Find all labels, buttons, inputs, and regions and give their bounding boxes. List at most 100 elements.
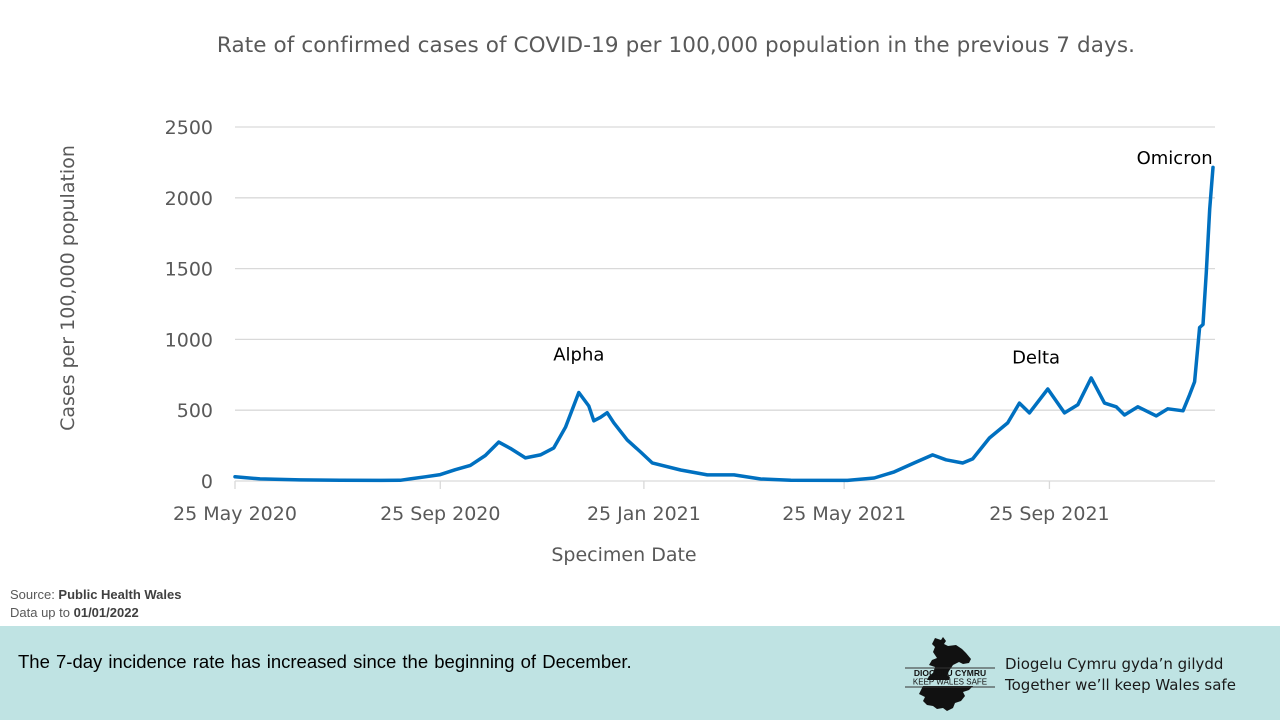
y-tick-label: 2500 (165, 117, 213, 139)
x-tick-label: 25 May 2021 (782, 503, 906, 525)
data-date-prefix: Data up to (10, 605, 74, 620)
data-point (299, 479, 301, 481)
annotation-omicron: Omicron (1137, 148, 1213, 169)
data-point (1202, 323, 1204, 326)
data-point (1198, 326, 1201, 329)
data-point (1193, 380, 1196, 383)
data-point (399, 479, 402, 482)
data-point (1028, 412, 1031, 414)
data-point (679, 469, 682, 471)
y-axis-ticks: 0 500 1000 1500 2000 2500 (165, 117, 213, 493)
annotation-alpha: Alpha (553, 345, 604, 366)
logo-line1: DIOGELU CYMRU (914, 668, 986, 678)
data-point (606, 411, 608, 414)
data-point (1182, 410, 1184, 412)
x-tick-label: 25 May 2020 (173, 503, 297, 525)
data-point (539, 454, 542, 456)
data-point (1137, 406, 1139, 408)
data-point (945, 459, 947, 461)
data-point (931, 454, 934, 456)
data-point (1103, 402, 1106, 404)
data-point (424, 476, 427, 478)
x-tick-label: 25 Jan 2021 (587, 503, 701, 525)
data-point (509, 447, 512, 450)
data-point (439, 473, 442, 476)
data-points (234, 166, 1214, 482)
x-tick-label: 25 Sep 2020 (380, 503, 500, 525)
data-point (846, 479, 849, 482)
y-axis-label: Cases per 100,000 population (57, 145, 79, 431)
data-point (988, 437, 991, 439)
data-point (578, 391, 580, 394)
data-point (259, 478, 261, 480)
data-point (1006, 422, 1009, 424)
data-point (971, 458, 974, 460)
data-point (1167, 408, 1169, 410)
data-point (339, 479, 341, 482)
data-point (790, 479, 792, 482)
data-point (651, 462, 653, 464)
gridlines (235, 126, 1215, 482)
source-prefix: Source: (10, 587, 59, 602)
data-point (1063, 412, 1066, 414)
source-line: Source: Public Health Wales (10, 587, 181, 602)
y-tick-label: 1000 (165, 329, 213, 351)
data-point (1155, 415, 1158, 417)
data-point (1018, 402, 1021, 404)
wales-map-icon (919, 637, 973, 711)
tagline: Diogelu Cymru gyda’n gilydd Together we’… (1005, 654, 1236, 696)
data-point (599, 416, 602, 419)
data-point (1090, 377, 1092, 379)
logo-line2: KEEP WALES SAFE (913, 678, 987, 687)
annotations: Alpha Delta Omicron (553, 148, 1212, 369)
data-point (1188, 394, 1191, 396)
data-point (733, 474, 735, 476)
tagline-english: Together we’ll keep Wales safe (1005, 676, 1236, 694)
data-point (913, 462, 916, 464)
data-point (893, 471, 895, 473)
data-date: 01/01/2022 (73, 605, 139, 620)
data-point (409, 478, 412, 480)
data-point (524, 457, 527, 459)
chart-title: Rate of confirmed cases of COVID-19 per … (216, 33, 1136, 58)
data-point (454, 468, 457, 471)
line-chart: 0 500 1000 1500 2000 2500 25 May 2020 25 Sep 2… (57, 117, 1215, 566)
data-point (706, 474, 709, 476)
data-point (873, 477, 875, 479)
data-point (1208, 208, 1211, 210)
data-point (626, 439, 628, 441)
data-point (484, 454, 487, 457)
data-point (1077, 404, 1079, 406)
data-point (564, 426, 567, 429)
tagline-welsh: Diogelu Cymru gyda’n gilydd (1005, 655, 1224, 673)
x-axis-label: Specimen Date (551, 544, 696, 566)
data-point (234, 476, 236, 478)
data-point (1047, 388, 1049, 390)
x-axis-ticks: 25 May 2020 25 Sep 2020 25 Jan 2021 25 May … (173, 481, 1110, 525)
series-line-rate (233, 165, 1215, 483)
data-point (1205, 271, 1208, 274)
footer-band: The 7-day incidence rate has increased s… (0, 626, 1280, 720)
data-point (1212, 166, 1214, 169)
data-point (497, 441, 500, 443)
data-point (961, 462, 964, 464)
y-tick-label: 1500 (165, 259, 213, 281)
y-tick-label: 0 (201, 471, 213, 493)
source-name: Public Health Wales (58, 587, 182, 602)
data-point (379, 479, 382, 482)
footer-message: The 7-day incidence rate has increased s… (18, 651, 632, 672)
data-point (1123, 414, 1126, 416)
data-date-line: Data up to 01/01/2022 (10, 605, 139, 620)
annotation-delta: Delta (1012, 347, 1060, 368)
data-point (588, 405, 590, 407)
data-point (593, 420, 595, 422)
data-point (639, 451, 642, 453)
data-point (613, 422, 615, 424)
data-point (1115, 406, 1117, 408)
data-point (469, 464, 472, 467)
x-tick-label: 25 Sep 2021 (989, 503, 1109, 525)
keep-wales-safe-logo: DIOGELU CYMRU KEEP WALES SAFE (905, 637, 995, 711)
y-tick-label: 2000 (165, 188, 213, 210)
data-point (553, 447, 555, 449)
y-tick-label: 500 (177, 400, 213, 422)
